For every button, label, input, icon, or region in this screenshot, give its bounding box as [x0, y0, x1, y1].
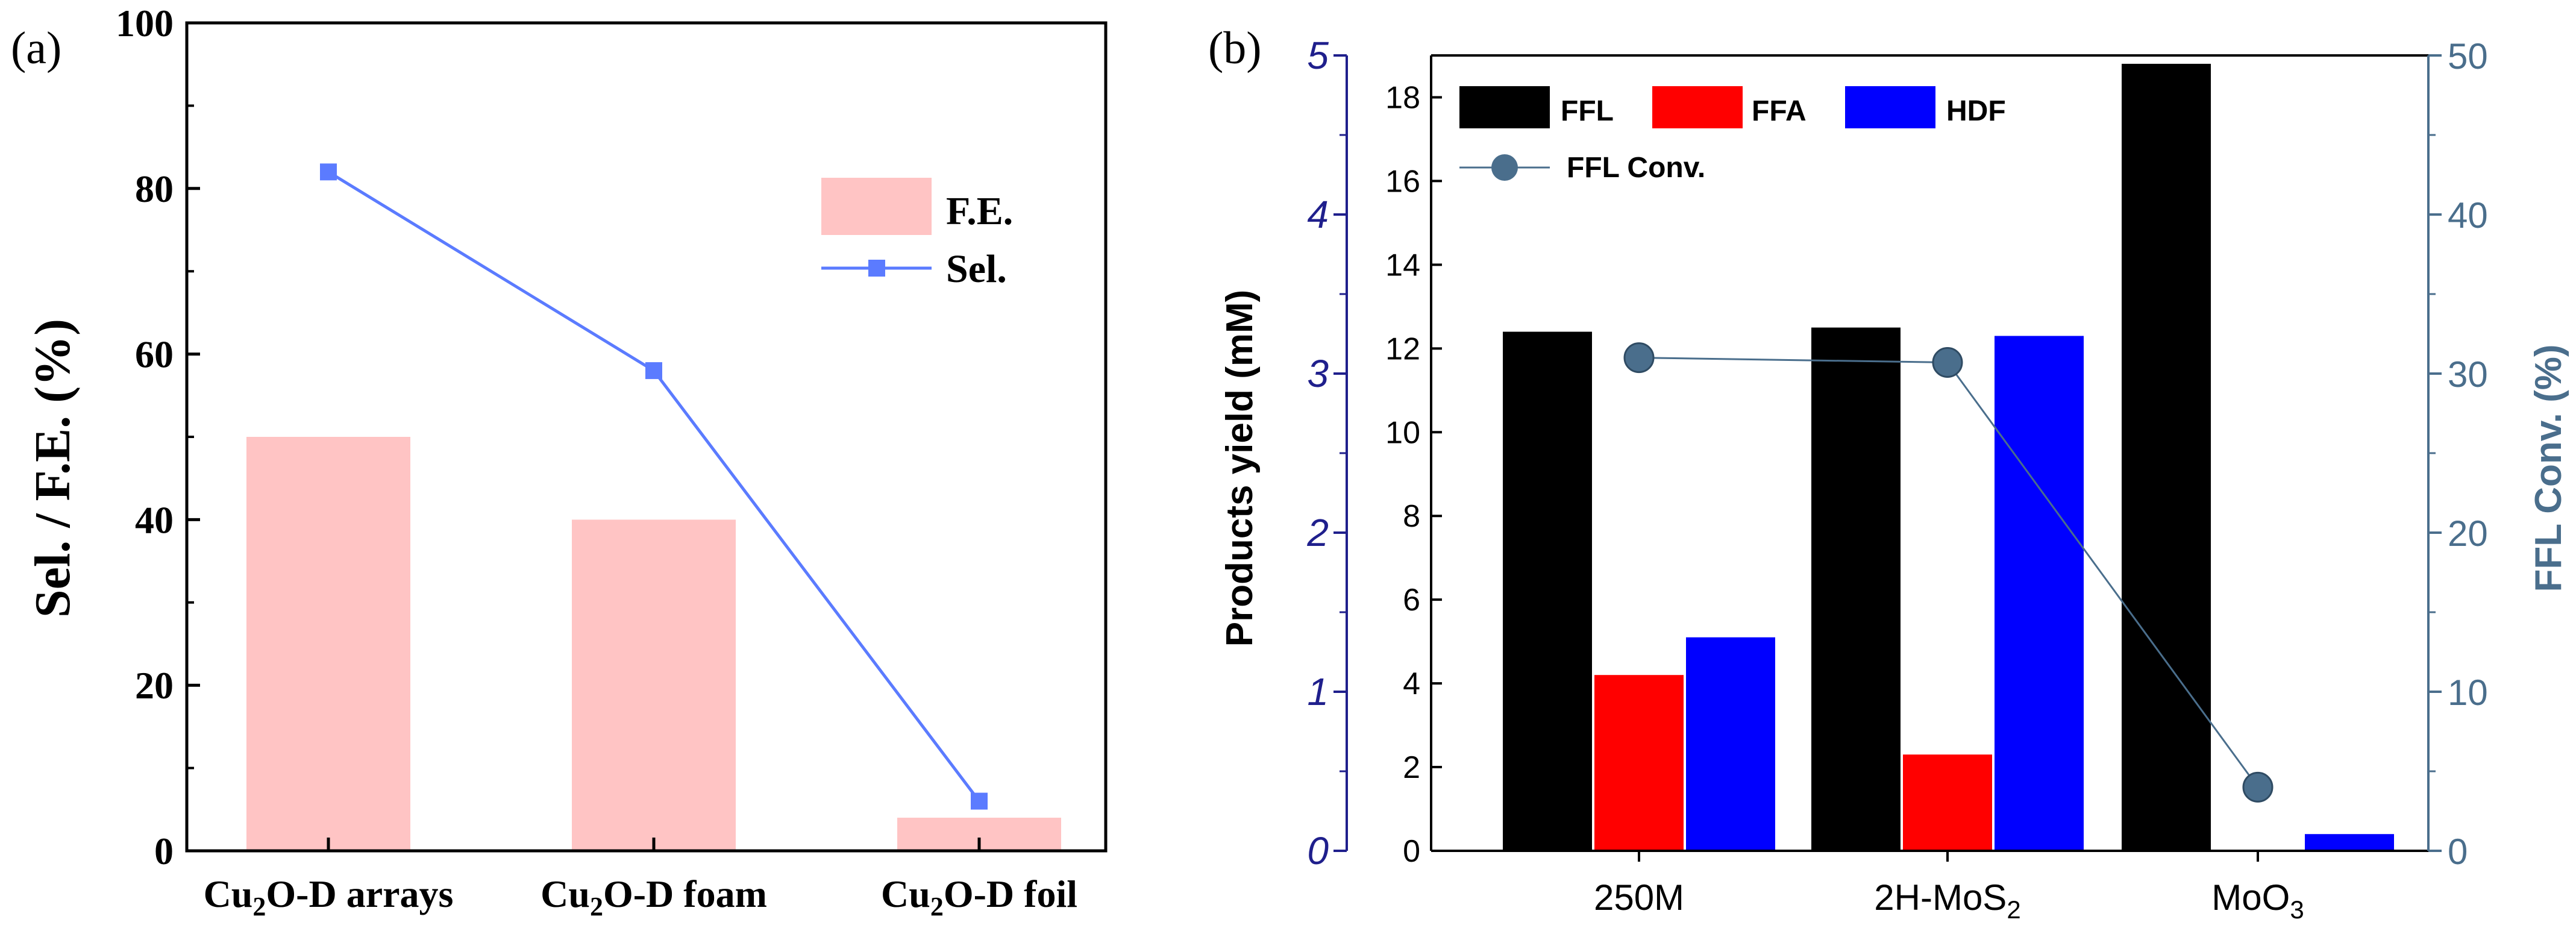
b-inner-tick-label: 18 — [1385, 80, 1420, 115]
b-outer-tick-label: 2 — [1306, 511, 1329, 554]
legend-conv-label: FFL Conv. — [1567, 152, 1705, 184]
panel-a-y-axis-title: Sel. / F.E. (%) — [25, 319, 81, 618]
legend-fe-swatch — [821, 178, 932, 235]
legend-conv-marker — [1491, 154, 1518, 181]
hdf-bar — [1995, 336, 2084, 851]
b-right-tick-label: 30 — [2448, 354, 2488, 395]
ffl-bar — [1503, 331, 1592, 851]
fe-bar — [572, 519, 736, 851]
hdf-bar — [2305, 834, 2394, 851]
ffl-conv-point — [1623, 342, 1655, 374]
b-inner-tick-label: 6 — [1403, 583, 1420, 618]
panel-b-legend: FFL FFA HDF FFL Conv. — [1459, 86, 2006, 184]
panel-a-legend: F.E. Sel. — [821, 178, 1013, 291]
b-outer-tick-label: 3 — [1307, 352, 1329, 395]
a-y-tick-label: 60 — [135, 333, 174, 376]
legend-ffl-label: FFL — [1561, 95, 1614, 127]
b-x-category-label: 250M — [1594, 877, 1684, 918]
sel-point — [971, 792, 988, 810]
b-inner-tick-label: 14 — [1385, 248, 1420, 283]
legend-ffa-label: FFA — [1752, 95, 1807, 127]
ffl-conv-point — [2242, 771, 2274, 803]
b-x-category-label: 2H-MoS2 — [1874, 877, 2020, 924]
b-right-tick-label: 10 — [2448, 672, 2488, 713]
a-x-category-label: Cu2O-D foil — [881, 873, 1077, 921]
legend-ffa-swatch — [1652, 86, 1743, 128]
sel-point — [645, 362, 662, 380]
panel-b-left-axis-title: Products yield (mM) — [1219, 290, 1261, 647]
b-inner-tick-label: 2 — [1403, 750, 1420, 785]
b-inner-tick-label: 4 — [1403, 666, 1420, 701]
b-right-tick-label: 20 — [2448, 513, 2488, 554]
b-inner-tick-label: 10 — [1385, 415, 1420, 450]
legend-hdf-swatch — [1845, 86, 1935, 128]
panel-a: (a) Sel. / F.E. (%) 0 20 40 60 80 100 Cu2O-D … — [11, 2, 1108, 921]
ffa-bar — [1903, 754, 1992, 851]
panel-b-label: (b) — [1208, 23, 1262, 74]
b-x-category-label: MoO3 — [2211, 877, 2304, 924]
hdf-bar — [1686, 637, 1775, 851]
ffl-bar — [1811, 327, 1901, 851]
legend-ffl-swatch — [1459, 86, 1550, 128]
b-inner-tick-label: 16 — [1385, 164, 1420, 199]
legend-fe-label: F.E. — [946, 189, 1013, 233]
b-inner-tick-label: 0 — [1403, 834, 1420, 869]
b-outer-tick-label: 4 — [1307, 193, 1329, 236]
sel-point — [320, 163, 337, 181]
a-y-tick-label: 20 — [135, 664, 174, 707]
a-y-tick-label: 40 — [135, 498, 174, 541]
legend-sel-label: Sel. — [946, 247, 1007, 291]
ffl-bar — [2122, 63, 2211, 851]
b-inner-tick-label: 8 — [1403, 499, 1420, 534]
b-outer-tick-label: 1 — [1307, 670, 1329, 713]
a-x-category-label: Cu2O-D foam — [541, 873, 767, 921]
ffa-bar — [1594, 675, 1684, 851]
legend-hdf-label: HDF — [1946, 95, 2006, 127]
b-outer-tick-label: 5 — [1307, 34, 1329, 77]
b-outer-tick-label: 0 — [1307, 829, 1329, 873]
a-y-tick-label: 0 — [154, 830, 174, 873]
fe-bar — [246, 437, 410, 851]
panel-b: (b) Products yield (mM) FFL Conv. (%) 0 2… — [1208, 23, 2569, 924]
a-x-category-label: Cu2O-D arrays — [204, 873, 454, 921]
b-right-tick-label: 50 — [2448, 36, 2488, 77]
legend-sel-marker — [868, 260, 885, 277]
a-y-tick-label: 80 — [135, 168, 174, 210]
b-inner-tick-label: 12 — [1385, 331, 1420, 366]
a-y-tick-label: 100 — [116, 2, 174, 45]
ffl-conv-point — [1932, 347, 1963, 378]
b-right-tick-label: 0 — [2448, 832, 2468, 872]
b-right-tick-label: 40 — [2448, 195, 2488, 236]
panel-a-label: (a) — [11, 23, 61, 74]
panel-b-right-axis-title: FFL Conv. (%) — [2528, 345, 2569, 592]
